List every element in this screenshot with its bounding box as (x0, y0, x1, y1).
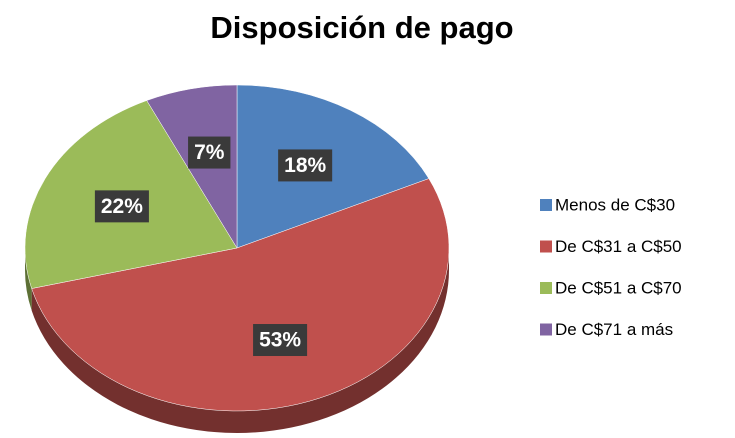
legend-swatch (540, 199, 552, 211)
legend-swatch (540, 240, 552, 253)
pie-slice (31, 178, 450, 412)
data-label: 18% (284, 154, 326, 177)
chart-title: Disposición de pago (210, 10, 513, 45)
data-label-box (188, 136, 231, 169)
data-label-box (94, 190, 149, 223)
legend-label: De C$31 a C$50 (555, 237, 682, 256)
legend-label: Menos de C$30 (555, 195, 675, 214)
legend-swatch (540, 282, 552, 294)
pie-slice-side (25, 248, 32, 311)
pie-slice (236, 84, 430, 249)
data-label: 7% (194, 141, 225, 164)
legend-label: De C$71 a más (555, 320, 673, 339)
legend-label: De C$51 a C$70 (555, 278, 682, 297)
legend-swatch (540, 323, 552, 336)
data-label-box (253, 324, 308, 357)
data-label: 53% (259, 329, 301, 352)
data-label: 22% (101, 195, 143, 218)
data-label-box (278, 149, 333, 182)
